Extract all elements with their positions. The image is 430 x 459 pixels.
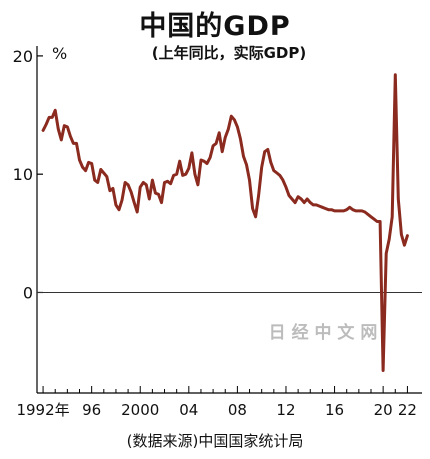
- x-tick-label: 96: [82, 401, 101, 419]
- y-tick-label: 20: [13, 47, 33, 66]
- watermark-text: 日 经 中 文 网: [269, 322, 378, 343]
- x-tick-label: 20: [374, 401, 393, 419]
- x-tick-label: 16: [325, 401, 344, 419]
- x-tick-label: 2000: [121, 401, 159, 419]
- y-tick-label: 0: [23, 283, 33, 302]
- x-tick-label: 22: [398, 401, 417, 419]
- axes: 0 10 20 1992年 96 2000 04 08 12 16 20 22: [13, 46, 422, 419]
- chart-subtitle: (上年同比，实际GDP): [151, 44, 307, 62]
- y-axis-unit-label: %: [52, 44, 68, 63]
- series-layer: [41, 73, 409, 372]
- y-tick-label: 10: [13, 165, 33, 184]
- data-source-note: (数据来源)中国国家统计局: [126, 432, 304, 450]
- chart-title: 中国的GDP: [139, 11, 291, 42]
- x-tick-label: 1992年: [16, 401, 69, 419]
- x-tick-label: 12: [276, 401, 295, 419]
- x-tick-label: 08: [228, 401, 247, 419]
- x-tick-label: 04: [179, 401, 198, 419]
- watermark: 日 经 中 文 网: [269, 322, 378, 343]
